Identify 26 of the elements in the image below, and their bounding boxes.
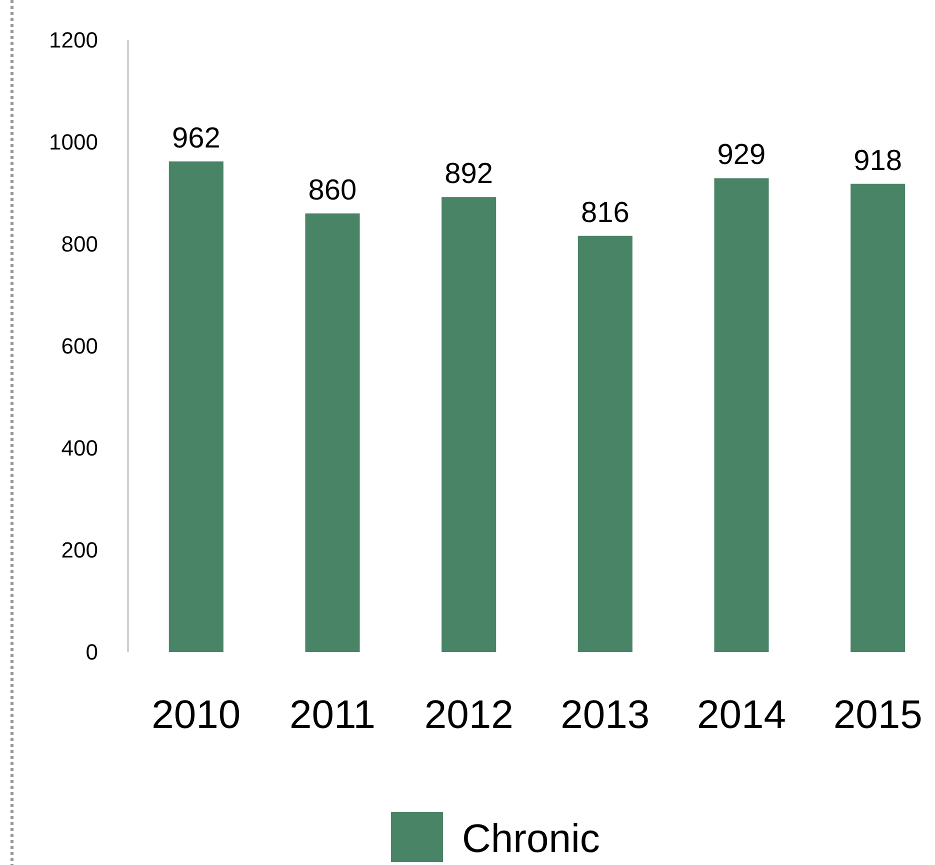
bar <box>442 197 496 652</box>
data-label: 918 <box>854 144 902 177</box>
y-tick-label: 200 <box>61 538 98 563</box>
y-tick-label: 800 <box>61 232 98 257</box>
data-label: 816 <box>580 196 630 229</box>
x-tick-label: 2010 <box>152 693 241 737</box>
x-tick-label: 2013 <box>560 693 650 737</box>
y-tick-label: 1000 <box>49 130 98 155</box>
x-tick-label: 2011 <box>289 693 376 737</box>
bar <box>168 161 224 652</box>
x-tick-label: 2015 <box>833 693 922 737</box>
x-tick-label: 2014 <box>697 693 786 737</box>
y-tick-label: 1200 <box>49 28 98 53</box>
data-label: 962 <box>172 122 220 154</box>
data-label: 860 <box>308 174 357 206</box>
y-tick-label: 600 <box>61 334 98 359</box>
y-tick-label: 400 <box>61 436 98 461</box>
legend-label: Chronic <box>462 817 600 861</box>
data-label: 929 <box>717 139 766 172</box>
bar <box>714 178 769 652</box>
data-label: 892 <box>444 158 494 190</box>
y-tick-label: 0 <box>86 640 98 665</box>
bar <box>305 213 360 652</box>
x-tick-label: 2012 <box>424 693 514 737</box>
bar <box>578 236 632 652</box>
bar <box>850 184 906 652</box>
